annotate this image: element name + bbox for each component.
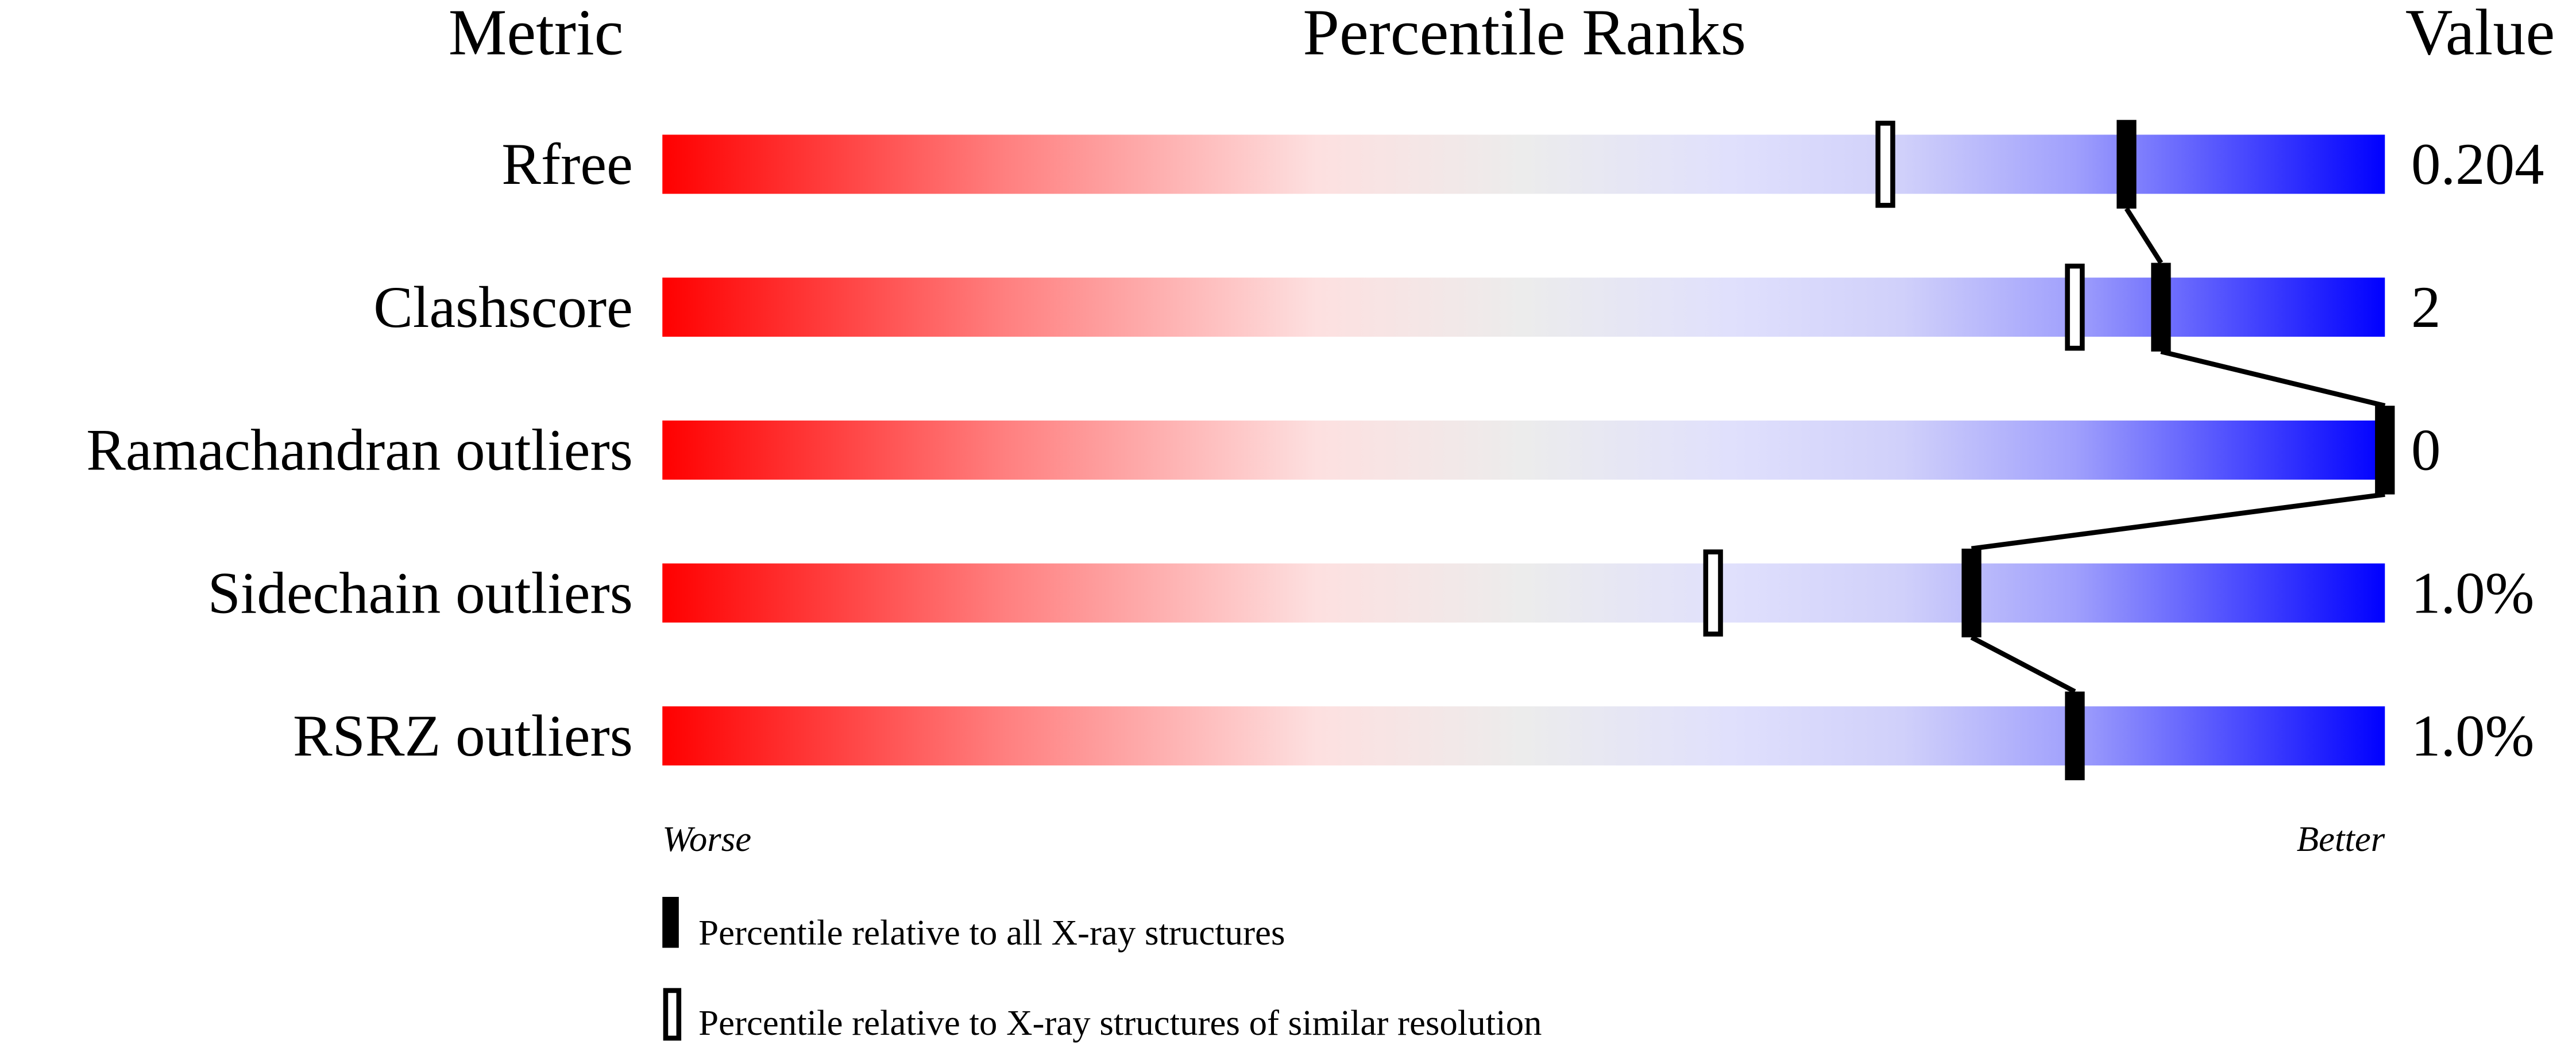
metric-value: 1.0%: [2411, 560, 2534, 626]
legend-open-marker: [663, 988, 682, 1041]
header-percentile: Percentile Ranks: [1303, 0, 1746, 68]
connector-line: [1971, 492, 2385, 552]
metric-label: Ramachandran outliers: [86, 418, 633, 483]
percentile-bar: [662, 563, 2385, 623]
connector-line: [1970, 635, 2076, 694]
percentile-bar: [662, 278, 2385, 337]
percentile-bar: [662, 134, 2385, 194]
connector-line: [2124, 207, 2164, 264]
metric-label: Sidechain outliers: [208, 560, 633, 626]
legend-filled-marker: [662, 896, 679, 948]
all-structures-marker: [2117, 120, 2137, 209]
similar-resolution-marker: [2065, 263, 2085, 351]
metric-value: 2: [2411, 275, 2440, 340]
similar-resolution-marker: [1875, 121, 1895, 208]
worse-label: Worse: [662, 819, 751, 859]
header-value: Value: [2405, 0, 2555, 68]
metric-label: Clashscore: [373, 275, 633, 340]
metric-label: Rfree: [501, 132, 633, 197]
similar-resolution-marker: [1703, 549, 1723, 637]
all-structures-marker: [1961, 548, 1982, 638]
connector-line: [2160, 349, 2386, 409]
percentile-bar: [662, 420, 2385, 480]
all-structures-marker: [2151, 263, 2171, 352]
metric-label: RSRZ outliers: [293, 703, 633, 769]
legend-filled-label: Percentile relative to all X-ray structu…: [698, 912, 1285, 953]
legend-open-label: Percentile relative to X-ray structures …: [698, 1003, 1542, 1043]
all-structures-marker: [2375, 406, 2395, 495]
metric-value: 1.0%: [2411, 703, 2534, 769]
metric-value: 0: [2411, 418, 2440, 483]
metric-value: 0.204: [2411, 132, 2544, 197]
header-metric: Metric: [449, 0, 624, 68]
percentile-bar: [662, 706, 2385, 766]
better-label: Better: [2297, 819, 2385, 859]
all-structures-marker: [2065, 691, 2085, 780]
